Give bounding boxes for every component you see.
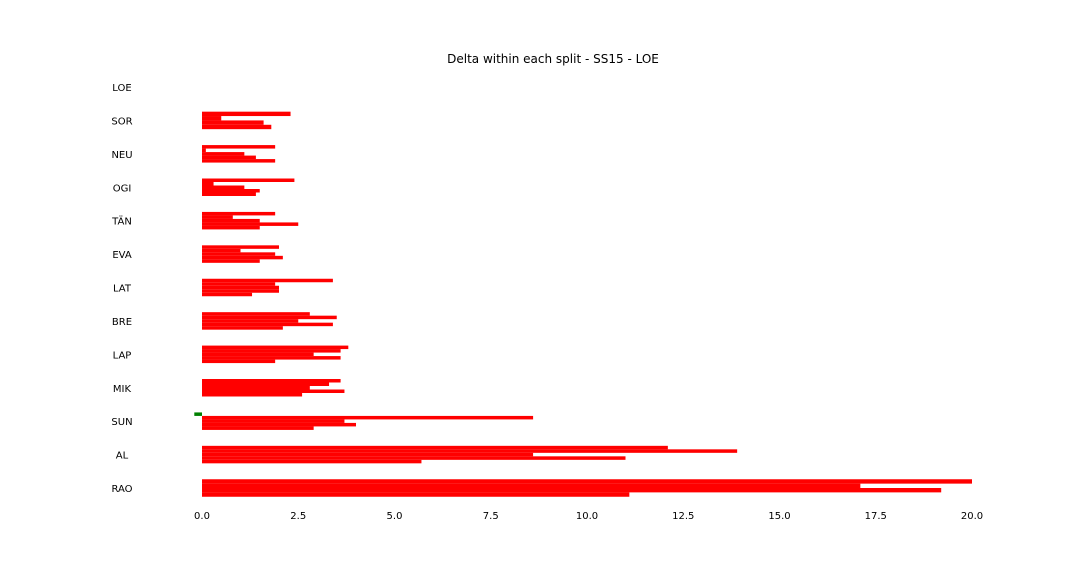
bars-group xyxy=(194,111,972,497)
bar-al-0 xyxy=(202,445,668,450)
bar-bre-1 xyxy=(202,315,337,320)
bar-tän-1 xyxy=(202,215,233,219)
x-tick-label: 20.0 xyxy=(961,511,983,522)
bar-al-2 xyxy=(202,452,534,457)
bar-sor-2 xyxy=(202,120,264,125)
bar-neu-0 xyxy=(202,145,276,149)
x-tick-label: 10.0 xyxy=(576,511,598,522)
y-tick-label: OGI xyxy=(113,183,132,194)
y-tick-label: MIK xyxy=(113,384,132,395)
y-tick-label: EVA xyxy=(112,250,132,261)
bar-lat-4 xyxy=(202,292,253,297)
bar-ogi-1 xyxy=(202,182,214,186)
bar-al-3 xyxy=(202,456,626,460)
bar-lap-0 xyxy=(202,345,349,350)
bar-lat-2 xyxy=(202,285,279,290)
bar-tän-4 xyxy=(202,225,260,230)
bar-sun-0 xyxy=(194,412,202,416)
bar-ogi-3 xyxy=(202,189,260,193)
bar-tän-2 xyxy=(202,218,260,223)
x-tick-labels: 0.0 2.5 5.0 7.5 10.0 12.5 15.0 17.5 20.0 xyxy=(194,511,983,522)
x-tick-label: 5.0 xyxy=(387,511,403,522)
y-tick-label: BRE xyxy=(112,317,132,328)
bar-eva-3 xyxy=(202,255,283,260)
x-tick-label: 2.5 xyxy=(290,511,306,522)
bar-mik-1 xyxy=(202,382,330,386)
bar-al-1 xyxy=(202,449,738,453)
y-tick-label: SOR xyxy=(111,116,132,127)
bar-lap-3 xyxy=(202,356,341,360)
bar-neu-2 xyxy=(202,152,245,156)
bar-ogi-2 xyxy=(202,185,245,189)
bar-rao-2 xyxy=(202,488,942,493)
bar-ogi-4 xyxy=(202,192,256,196)
bar-tän-0 xyxy=(202,211,276,216)
bar-bre-4 xyxy=(202,326,283,330)
bar-lap-1 xyxy=(202,349,341,353)
bar-bre-2 xyxy=(202,319,299,323)
bar-sun-2 xyxy=(202,419,345,423)
bar-rao-0 xyxy=(202,479,972,484)
x-tick-label: 12.5 xyxy=(672,511,694,522)
y-tick-labels: LOE SOR NEU OGI TÄN EVA LAT BRE LAP MIK SUN AL RAO xyxy=(111,83,132,495)
bar-neu-4 xyxy=(202,159,276,163)
x-tick-label: 7.5 xyxy=(483,511,499,522)
bar-eva-0 xyxy=(202,245,279,249)
bar-eva-1 xyxy=(202,248,241,253)
bar-sun-1 xyxy=(202,415,534,420)
bar-mik-4 xyxy=(202,393,303,397)
bar-sor-0 xyxy=(202,111,291,117)
y-tick-label: LAT xyxy=(113,284,132,295)
bar-eva-4 xyxy=(202,259,260,263)
x-tick-label: 17.5 xyxy=(865,511,887,522)
bar-eva-2 xyxy=(202,252,276,256)
bar-lat-1 xyxy=(202,282,276,286)
bar-neu-1 xyxy=(202,148,206,153)
y-tick-label: NEU xyxy=(111,150,132,161)
bar-al-4 xyxy=(202,459,422,464)
y-tick-label: LAP xyxy=(113,350,132,361)
bar-tän-3 xyxy=(202,222,299,226)
y-tick-label: RAO xyxy=(111,484,132,495)
bar-lat-3 xyxy=(202,289,279,293)
y-tick-label: LOE xyxy=(112,83,131,94)
bar-lap-2 xyxy=(202,352,314,357)
y-tick-label: AL xyxy=(116,451,129,462)
bar-sor-1 xyxy=(202,116,222,121)
bar-rao-3 xyxy=(202,492,630,497)
y-tick-label: TÄN xyxy=(111,215,132,228)
bar-sun-4 xyxy=(202,426,314,430)
chart-title: Delta within each split - SS15 - LOE xyxy=(447,52,659,66)
x-tick-label: 15.0 xyxy=(768,511,790,522)
bar-bre-3 xyxy=(202,322,333,327)
bar-mik-2 xyxy=(202,386,310,390)
bar-ogi-0 xyxy=(202,178,295,182)
bar-lat-0 xyxy=(202,278,333,283)
bar-mik-0 xyxy=(202,379,341,383)
bar-sun-3 xyxy=(202,422,356,427)
y-tick-label: SUN xyxy=(111,417,132,428)
bar-neu-3 xyxy=(202,155,256,160)
bar-mik-3 xyxy=(202,389,345,393)
x-tick-label: 0.0 xyxy=(194,511,210,522)
bar-bre-0 xyxy=(202,312,310,316)
bar-lap-4 xyxy=(202,359,276,364)
bar-rao-1 xyxy=(202,483,861,489)
bar-sor-3 xyxy=(202,124,272,130)
